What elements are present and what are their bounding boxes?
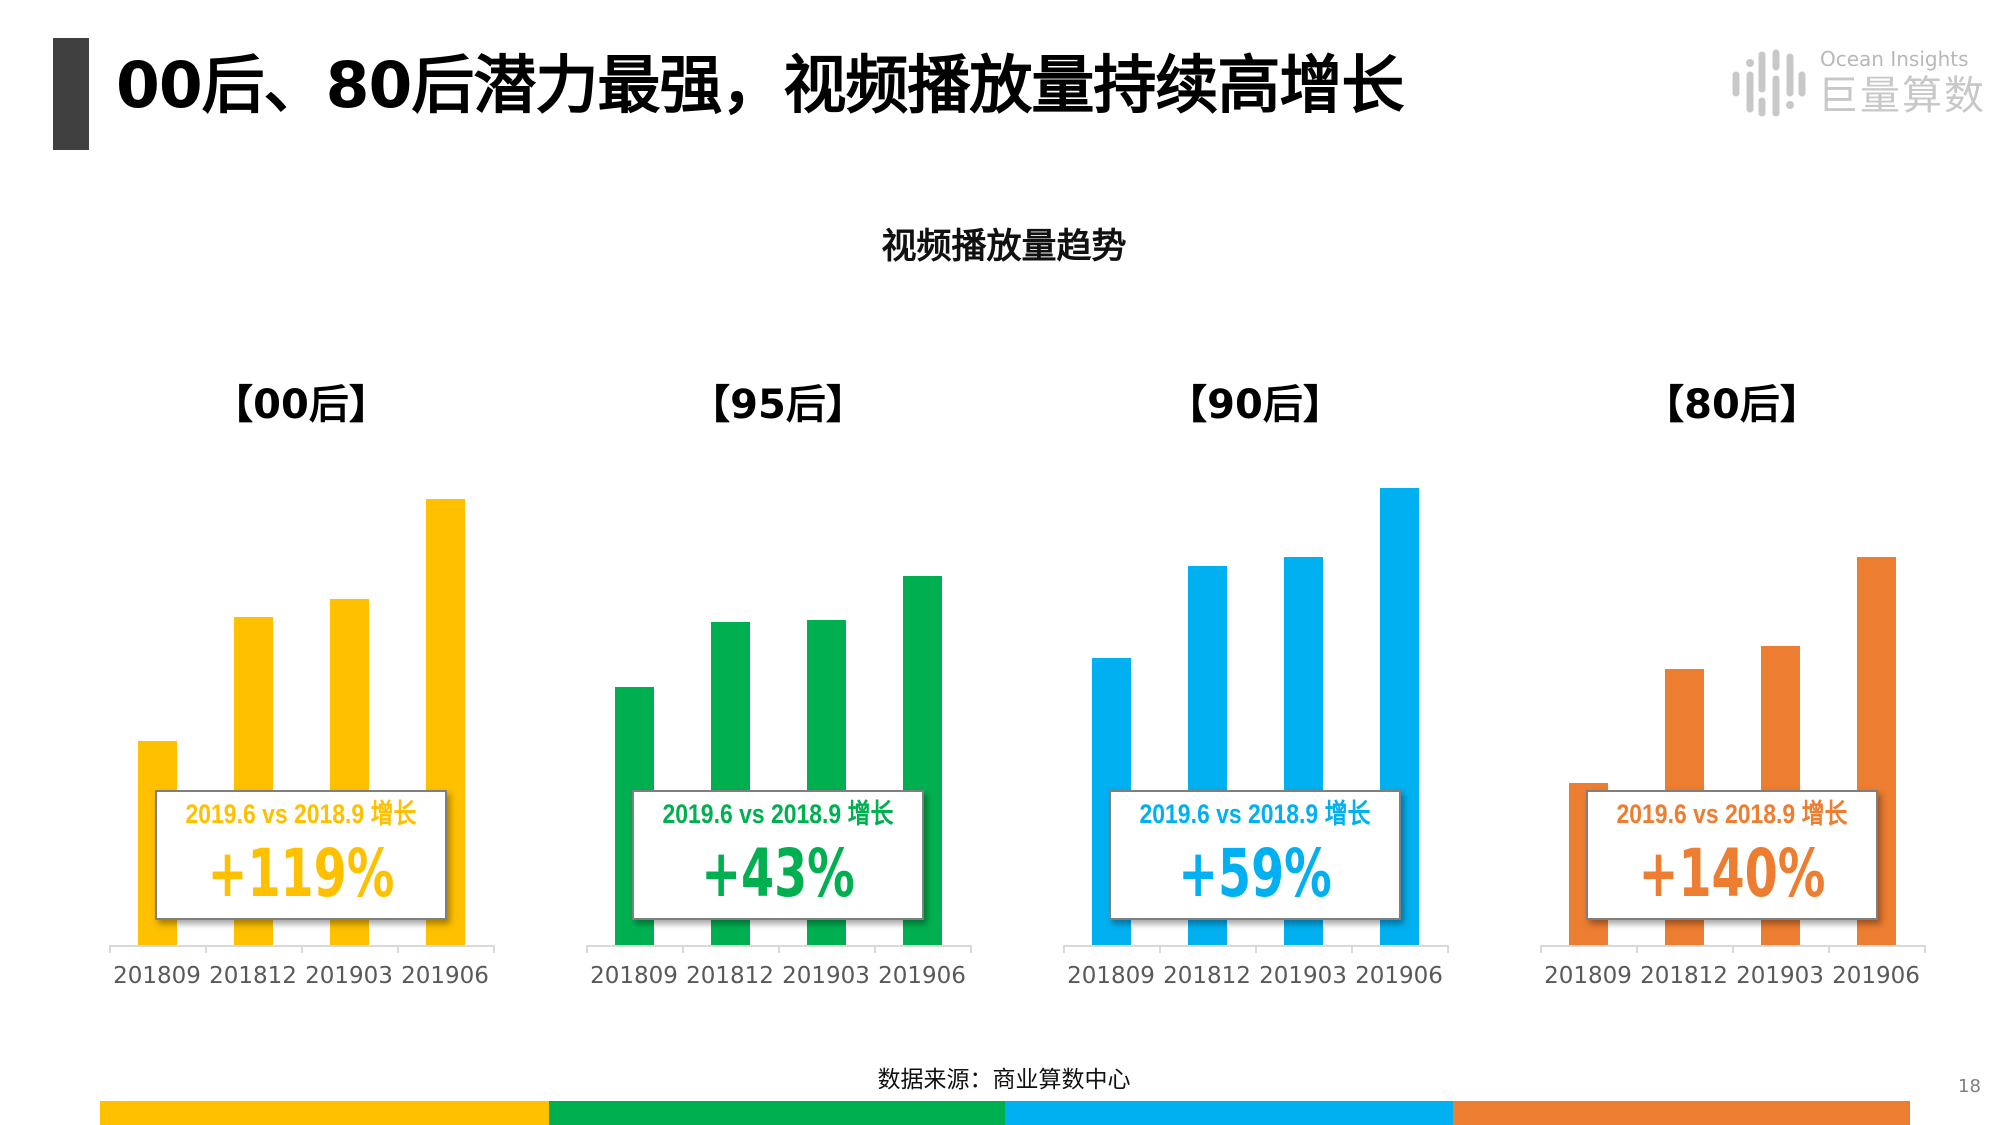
x-tick-label: 201809 [113, 963, 201, 989]
x-tick-label: 201812 [1163, 963, 1251, 989]
chart-title: 【00后】 [213, 382, 389, 428]
growth-callout-label: 2019.6 vs 2018.9 增长 [1139, 799, 1371, 829]
chart-title: 【90后】 [1167, 382, 1343, 428]
logo-text-cn: 巨量算数 [1818, 73, 1986, 119]
x-tick-label: 201809 [1067, 963, 1155, 989]
growth-callout-label: 2019.6 vs 2018.9 增长 [1616, 799, 1848, 829]
footer-bar-orange [1453, 1101, 1910, 1125]
x-tick [1540, 945, 1542, 953]
x-tick-label: 201906 [878, 963, 966, 989]
growth-callout-value: +59% [1178, 835, 1332, 912]
logo-text-en: Ocean Insights [1820, 47, 1969, 71]
x-tick [493, 945, 495, 953]
growth-callout: 2019.6 vs 2018.9 增长 +43% [632, 790, 924, 920]
x-tick-label: 201906 [401, 963, 489, 989]
footer-bar-blue [1005, 1101, 1453, 1125]
x-tick [970, 945, 972, 953]
plot-area: 201809 201812 201903 201906 2019.6 vs 2018.9… [1063, 462, 1463, 989]
logo: Ocean Insights 巨量算数 [1730, 45, 1990, 121]
x-tick [682, 945, 684, 953]
growth-callout-label: 2019.6 vs 2018.9 增长 [662, 799, 894, 829]
x-tick [586, 945, 588, 953]
plot-area: 201809 201812 201903 201906 2019.6 vs 2018.9… [1540, 462, 1940, 989]
x-tick [1732, 945, 1734, 953]
chart-title: 【80后】 [1644, 382, 1820, 428]
growth-callout: 2019.6 vs 2018.9 增长 +119% [155, 790, 447, 920]
x-tick [1255, 945, 1257, 953]
data-source: 数据来源：商业算数中心 [877, 1067, 1131, 1093]
x-tick-label: 201809 [590, 963, 678, 989]
x-tick [301, 945, 303, 953]
x-tick [874, 945, 876, 953]
x-tick-label: 201809 [1544, 963, 1632, 989]
chart-group-title: 视频播放量趋势 [881, 227, 1127, 267]
growth-callout: 2019.6 vs 2018.9 增长 +140% [1586, 790, 1878, 920]
growth-callout-value: +119% [207, 835, 395, 912]
x-tick [109, 945, 111, 953]
x-tick-label: 201903 [1736, 963, 1824, 989]
page-number: 18 [1958, 1076, 1981, 1097]
x-tick [1636, 945, 1638, 953]
growth-callout-value: +140% [1638, 835, 1826, 912]
x-tick [1063, 945, 1065, 953]
chart-panel: 【80后】 201809 201812 201903 201906 2019.6 vs 2… [1540, 380, 1940, 1020]
x-tick-label: 201906 [1832, 963, 1920, 989]
footer-bar-yellow [100, 1101, 549, 1125]
x-tick [1828, 945, 1830, 953]
logo-icon [1732, 49, 1806, 117]
x-tick [778, 945, 780, 953]
x-tick [1924, 945, 1926, 953]
x-tick-label: 201906 [1355, 963, 1443, 989]
growth-callout-value: +43% [701, 835, 855, 912]
x-tick [1447, 945, 1449, 953]
x-tick-label: 201903 [1259, 963, 1347, 989]
growth-callout-label: 2019.6 vs 2018.9 增长 [185, 799, 417, 829]
growth-callout: 2019.6 vs 2018.9 增长 +59% [1109, 790, 1401, 920]
page-title: 00后、80后潜力最强，视频播放量持续高增长 [116, 49, 1404, 122]
x-tick [397, 945, 399, 953]
x-tick-label: 201812 [686, 963, 774, 989]
x-tick-label: 201903 [782, 963, 870, 989]
x-tick [1351, 945, 1353, 953]
chart-panel: 【00后】 201809 201812 201903 201906 2019.6 vs 2… [109, 380, 509, 1020]
chart-panel: 【95后】 201809 201812 201903 201906 2019.6 vs 2… [586, 380, 986, 1020]
plot-area: 201809 201812 201903 201906 2019.6 vs 2018.9… [109, 462, 509, 989]
x-tick [205, 945, 207, 953]
x-tick [1159, 945, 1161, 953]
x-tick-label: 201812 [209, 963, 297, 989]
chart-panel: 【90后】 201809 201812 201903 201906 2019.6 vs 2… [1063, 380, 1463, 1020]
chart-title: 【95后】 [690, 382, 866, 428]
title-accent-bar [53, 38, 89, 150]
x-tick-label: 201903 [305, 963, 393, 989]
footer-bar-green [549, 1101, 1005, 1125]
x-tick-label: 201812 [1640, 963, 1728, 989]
plot-area: 201809 201812 201903 201906 2019.6 vs 2018.9… [586, 462, 986, 989]
